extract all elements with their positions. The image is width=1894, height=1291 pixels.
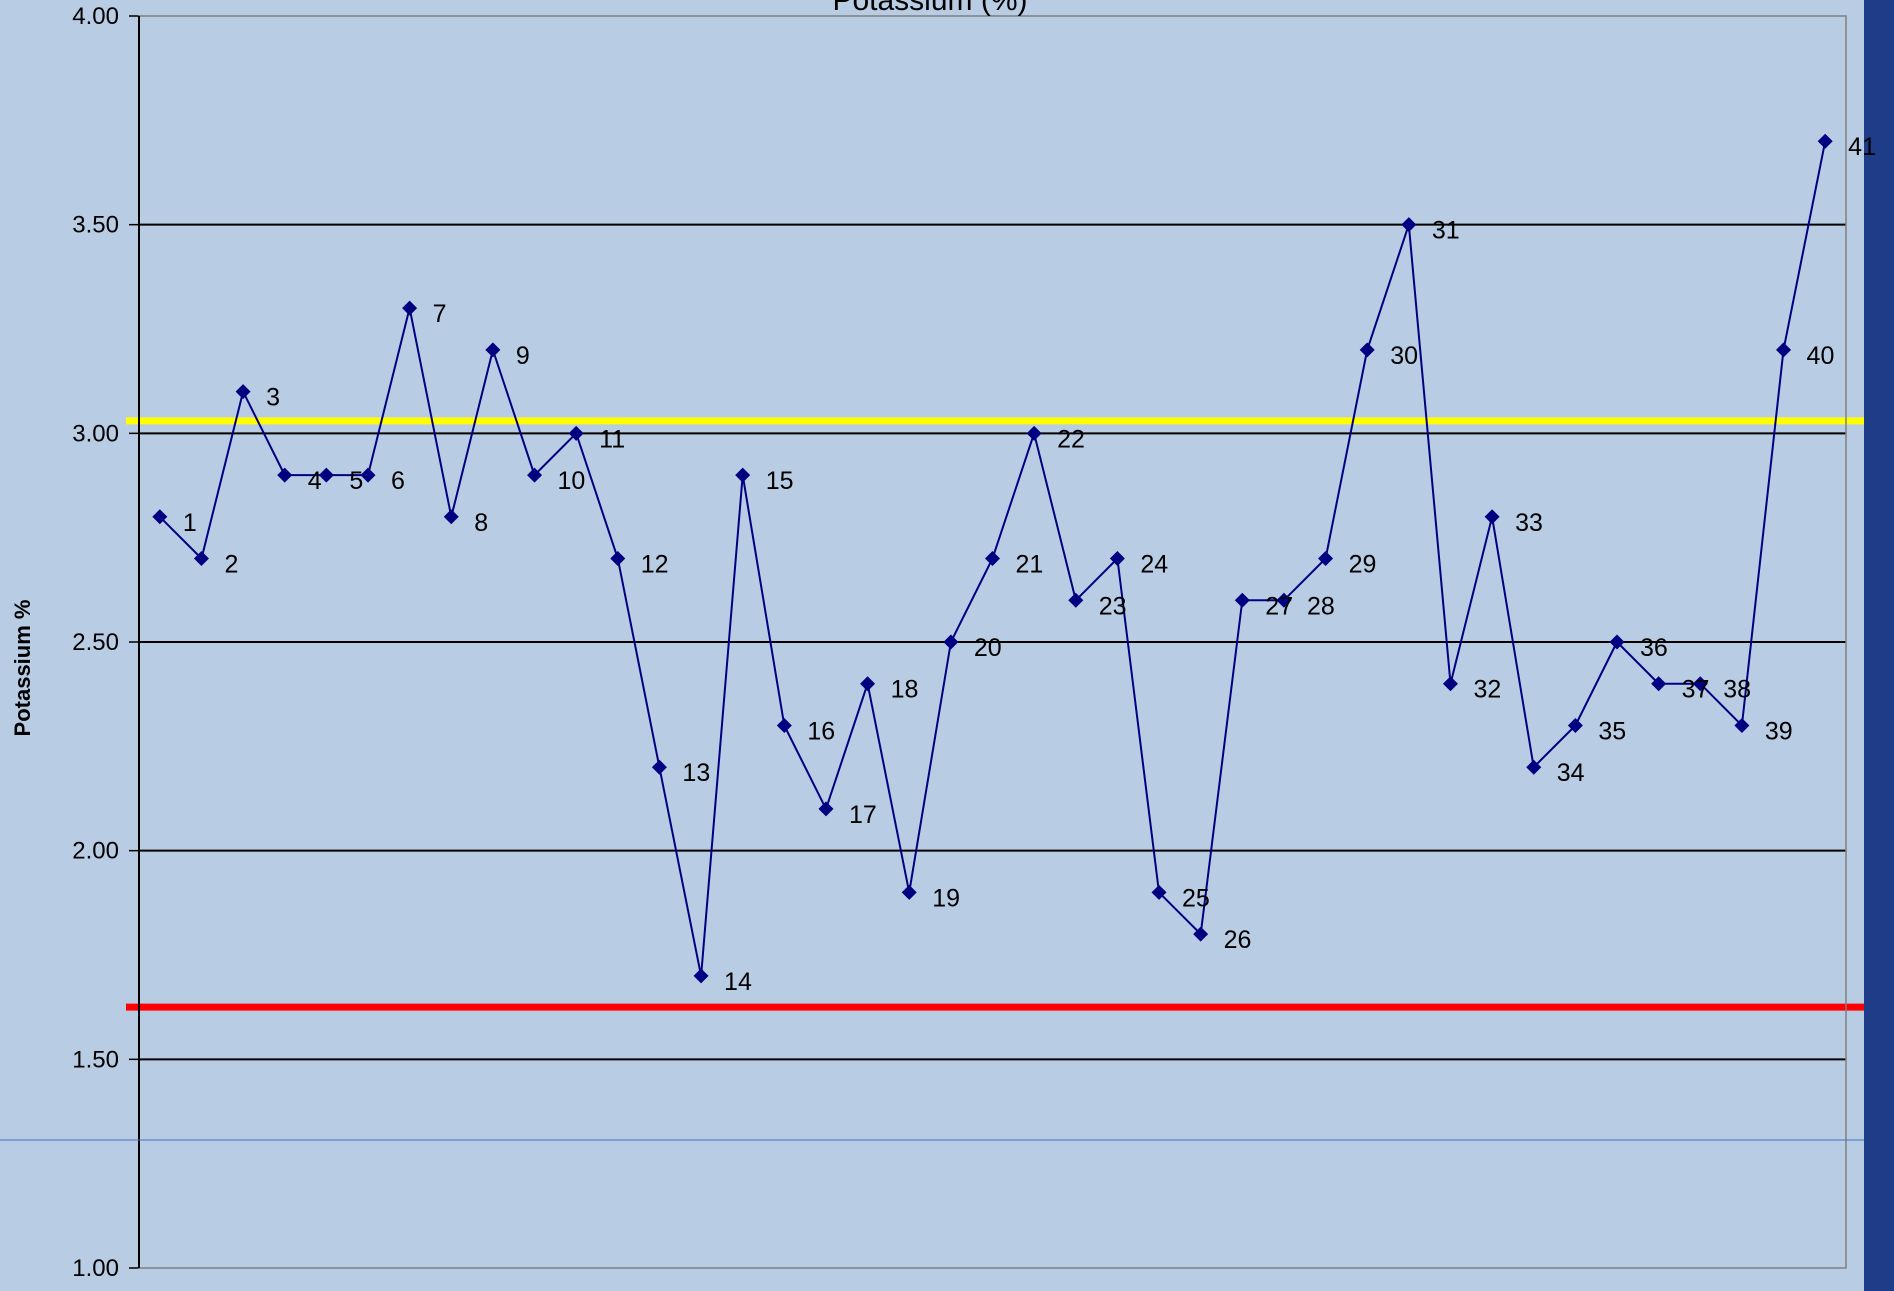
point-label: 27 [1265,592,1293,620]
data-point [693,968,709,984]
data-point [527,467,543,483]
data-point [193,551,209,567]
y-tick-label: 1.00 [72,1255,119,1282]
point-label: 38 [1723,676,1751,704]
point-label: 2 [224,551,238,579]
point-label: 31 [1432,217,1460,245]
y-tick-label: 3.00 [72,420,119,447]
data-point [1567,717,1583,733]
data-point [610,551,626,567]
point-label: 21 [1016,551,1044,579]
data-point [1234,592,1250,608]
y-tick-label: 2.50 [72,629,119,656]
point-label: 13 [682,759,710,787]
data-point [901,884,917,900]
y-tick-label: 2.00 [72,838,119,865]
data-point [1151,884,1167,900]
point-label: 6 [391,467,405,495]
data-series [152,133,1833,984]
point-label: 9 [516,342,530,370]
point-label: 37 [1682,676,1710,704]
data-point [1442,676,1458,692]
data-point [1817,133,1833,149]
data-point [651,759,667,775]
point-label: 34 [1557,759,1585,787]
point-label: 4 [308,467,322,495]
data-point [1484,509,1500,525]
point-label: 25 [1182,884,1210,912]
point-label: 26 [1224,926,1252,954]
data-point [1401,217,1417,233]
data-point [1318,551,1334,567]
point-label: 22 [1057,425,1085,453]
point-label: 23 [1099,592,1127,620]
data-point [860,676,876,692]
point-label: 39 [1765,717,1793,745]
data-point [568,425,584,441]
y-axis-title: Potassium % [10,600,35,737]
point-label: 15 [766,467,794,495]
chart-title: Potassium (%) [832,0,1027,17]
data-point [443,509,459,525]
point-label: 14 [724,968,752,996]
data-point [402,300,418,316]
data-point [360,467,376,483]
y-tick-label: 4.00 [72,3,119,30]
data-point [818,801,834,817]
data-point [776,717,792,733]
data-point [1734,717,1750,733]
y-tick-label: 3.50 [72,212,119,239]
data-point [277,467,293,483]
point-label: 10 [558,467,586,495]
point-label: 35 [1598,717,1626,745]
point-label: 16 [807,717,835,745]
point-label: 18 [891,676,919,704]
point-label: 1 [183,509,197,537]
data-point [318,467,334,483]
point-label: 24 [1140,551,1168,579]
point-label: 33 [1515,509,1543,537]
point-label: 8 [474,509,488,537]
data-point [1026,425,1042,441]
point-label: 7 [433,300,447,328]
data-point [1193,926,1209,942]
gridlines [139,223,1846,1061]
y-tick-label: 1.50 [72,1046,119,1073]
point-label: 11 [599,425,625,453]
point-label: 12 [641,551,669,579]
data-point [235,384,251,400]
data-point [1276,592,1292,608]
data-point [985,551,1000,567]
point-label: 40 [1807,342,1835,370]
data-point [1359,342,1375,358]
slide-edge-strip [1864,0,1894,1291]
data-point [1651,676,1667,692]
point-label: 36 [1640,634,1668,662]
data-point [1526,759,1542,775]
point-label: 41 [1848,133,1876,161]
data-point [1068,592,1084,608]
point-label: 3 [266,384,280,412]
reference-lines [126,417,1864,1011]
data-point [943,634,959,650]
point-label: 28 [1307,592,1335,620]
point-label: 29 [1349,551,1377,579]
axes: 4.00 3.50 3.00 2.50 2.00 1.50 1.00 [72,3,1847,1282]
data-point [152,509,168,525]
point-label: 19 [932,884,960,912]
point-label: 20 [974,634,1002,662]
data-point [1109,551,1125,567]
data-point [485,342,501,358]
data-point [735,467,751,483]
data-point [1776,342,1792,358]
point-label: 5 [349,467,363,495]
point-label: 17 [849,801,877,829]
point-label: 30 [1390,342,1418,370]
data-point [1609,634,1625,650]
data-point [1692,676,1708,692]
point-label: 32 [1473,676,1501,704]
